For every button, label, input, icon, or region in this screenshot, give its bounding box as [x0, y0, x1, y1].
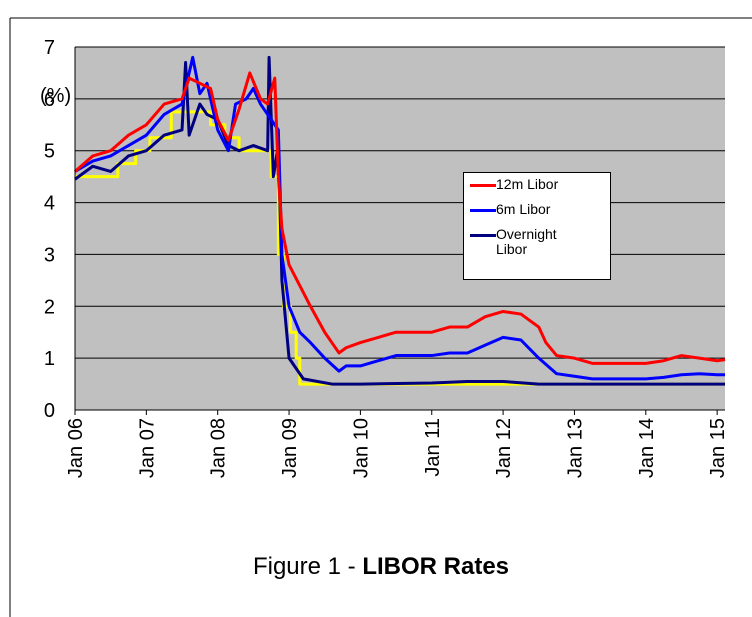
y-tick-label: 5 [44, 141, 55, 163]
x-tick-label: Jan 10 [350, 418, 372, 478]
x-tick-label: Jan 09 [279, 418, 301, 478]
legend-swatch [470, 209, 496, 212]
x-tick-label: Jan 08 [208, 418, 230, 478]
y-tick-label: 6 [44, 89, 55, 111]
y-tick-label: 4 [44, 193, 55, 215]
legend-entry: 6m Libor [470, 202, 604, 217]
caption-bold: LIBOR Rates [362, 553, 510, 580]
legend-label: 6m Libor [496, 201, 551, 217]
y-axis-label: (%) [40, 85, 71, 107]
legend-label: Overnight Libor [496, 226, 557, 257]
x-tick-label: Jan 15 [707, 418, 729, 478]
legend-entry: 12m Libor [470, 177, 604, 192]
x-tick-label: Jan 11 [422, 418, 444, 477]
series-line [74, 71, 726, 365]
x-tick-label: Jan 12 [493, 418, 515, 478]
caption: Figure 1 - LIBOR Rates [10, 553, 752, 581]
y-tick-label: 2 [44, 296, 55, 318]
y-tick-label: 7 [44, 37, 55, 59]
x-tick-label: Jan 14 [636, 418, 658, 478]
x-tick-label: Jan 13 [564, 418, 586, 478]
x-tick-label: Jan 06 [65, 418, 87, 478]
y-tick-label: 3 [44, 244, 55, 266]
legend-label: 12m Libor [496, 176, 559, 192]
y-tick-label: 1 [44, 348, 55, 370]
caption-text: Figure 1 - [252, 553, 363, 580]
legend: 12m Libor 6m Libor Overnight Libor [463, 172, 611, 280]
legend-entry: Overnight Libor [470, 227, 604, 257]
y-tick-label: 0 [44, 400, 55, 422]
x-tick-label: Jan 07 [136, 418, 158, 478]
legend-swatch [470, 234, 496, 237]
legend-swatch [470, 184, 496, 187]
